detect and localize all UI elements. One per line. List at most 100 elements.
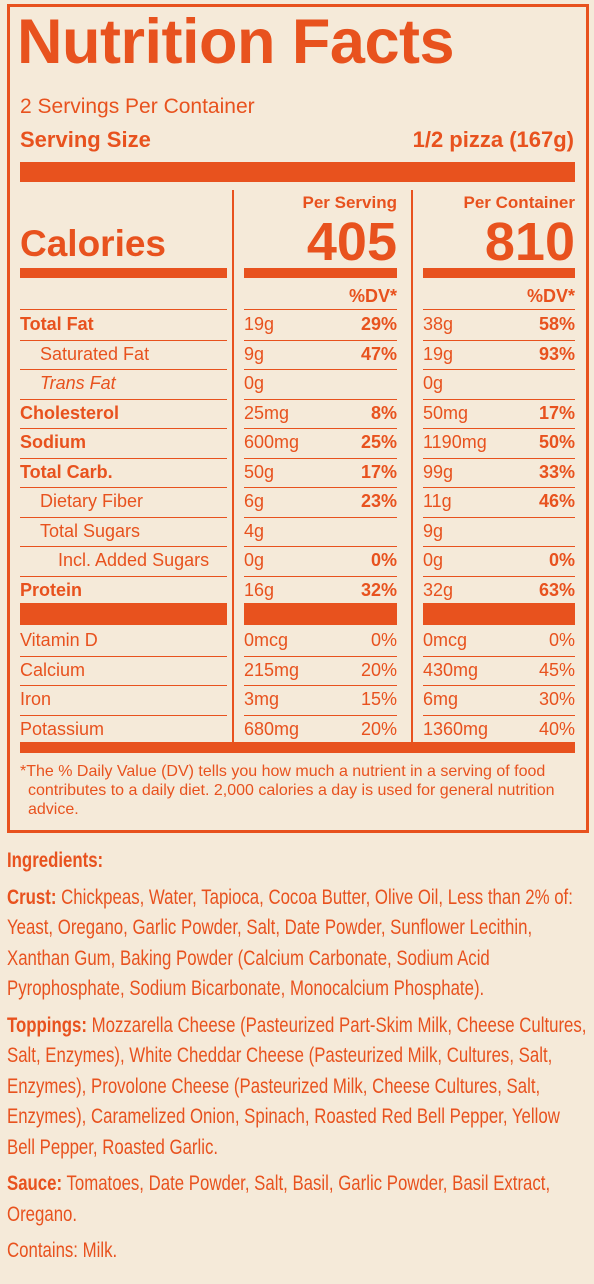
rule [423,309,575,310]
daily-value: 0% [548,630,575,651]
rule [244,428,397,429]
amount: 1360mg [423,718,489,739]
rule [244,369,397,370]
amount: 11g [423,491,452,512]
amount: 50g [244,461,275,482]
section-text: Tomatoes, Date Powder, Salt, Basil, Garl… [7,1172,551,1226]
amount: 3mg [244,689,280,710]
rule [20,309,227,310]
dv-header: %DV* [348,285,397,306]
rule [20,428,227,429]
rule [423,714,575,716]
amount: 9g [423,520,444,541]
amount: 50mg [423,402,469,423]
calories-value: 810 [484,212,575,272]
amount: 0g [423,373,444,394]
rule [423,487,575,488]
rule [423,575,575,577]
section-label: Toppings: [7,1013,87,1037]
ingredients: Ingredients: Crust: Chickpeas, Water, Ta… [7,846,587,1273]
amount: 25mg [244,402,290,423]
rule [423,655,575,657]
rule [20,369,227,370]
label-border [7,4,589,833]
amount: 16g [244,579,275,600]
amount: 6g [244,491,265,512]
daily-value: 47% [360,343,397,364]
rule [423,428,575,429]
ingredients-heading: Ingredients: [7,849,104,872]
serving-size-label: Serving Size [20,127,151,152]
amount: 19g [423,343,454,364]
rule [423,398,575,400]
thick-bar [20,162,575,182]
daily-value: 17% [538,402,575,423]
section-text: Mozzarella Cheese (Pasteurized Part-Skim… [7,1013,587,1159]
amount: 0mcg [423,630,468,651]
thick-bar [20,742,575,753]
daily-value: 50% [538,432,575,453]
nutrient-name: Incl. Added Sugars [58,550,210,571]
section-text: Chickpeas, Water, Tapioca, Cocoa Butter,… [7,885,573,1001]
amount: 1190mg [423,432,487,453]
amount: 6mg [423,689,459,710]
nutrient-name: Protein [20,579,83,600]
column-divider [232,190,234,742]
daily-value: 29% [360,314,397,335]
daily-value: 32% [360,579,397,600]
daily-value: 30% [538,689,575,710]
nutrient-name: Sodium [20,432,86,453]
serving-size: 1/2 pizza (167g) [412,127,574,152]
amount: 0g [244,550,265,571]
rule [20,655,227,657]
column-header: Per Serving [302,193,398,212]
amount: 0g [423,550,444,571]
rule [423,369,575,370]
section-label: Crust: [7,885,57,909]
column-divider [411,190,413,742]
rule [244,546,397,547]
amount: 19g [244,314,275,335]
daily-value: 93% [538,343,575,364]
footnote: *The % Daily Value (DV) tells you how mu… [20,763,555,818]
daily-value: 45% [538,659,575,680]
rule [244,309,397,310]
rule [244,516,397,518]
daily-value: 25% [360,432,397,453]
amount: 38g [423,314,454,335]
rule [20,487,227,488]
thick-bar [423,603,575,625]
rule [244,487,397,488]
amount: 430mg [423,659,479,680]
nutrient-name: Total Fat [20,314,94,335]
daily-value: 20% [360,718,397,739]
rule [20,575,227,577]
calories-value: 405 [306,212,397,272]
thick-bar [20,268,227,278]
rule [423,546,575,547]
nutrient-name: Vitamin D [20,630,98,651]
contains: Contains: Milk. [7,1239,118,1262]
amount: 99g [423,461,454,482]
calories-label: Calories [20,223,167,264]
daily-value: 17% [360,461,397,482]
ingredient-section: Crust: Chickpeas, Water, Tapioca, Cocoa … [7,883,587,1005]
daily-value: 23% [360,491,397,512]
amount: 215mg [244,659,300,680]
nutrient-name: Dietary Fiber [40,491,144,512]
amount: 0mcg [244,630,289,651]
nutrient-name: Cholesterol [20,402,120,423]
daily-value: 20% [360,659,397,680]
nutrient-name: Potassium [20,718,105,739]
daily-value: 33% [538,461,575,482]
rule [20,546,227,547]
rule [423,516,575,518]
daily-value: 40% [538,718,575,739]
amount: 4g [244,520,265,541]
thick-bar [423,268,575,278]
nutrient-name: Total Sugars [40,520,141,541]
ingredient-section: Toppings: Mozzarella Cheese (Pasteurized… [7,1011,587,1164]
rule [20,398,227,400]
amount: 9g [244,343,265,364]
daily-value: 15% [360,689,397,710]
